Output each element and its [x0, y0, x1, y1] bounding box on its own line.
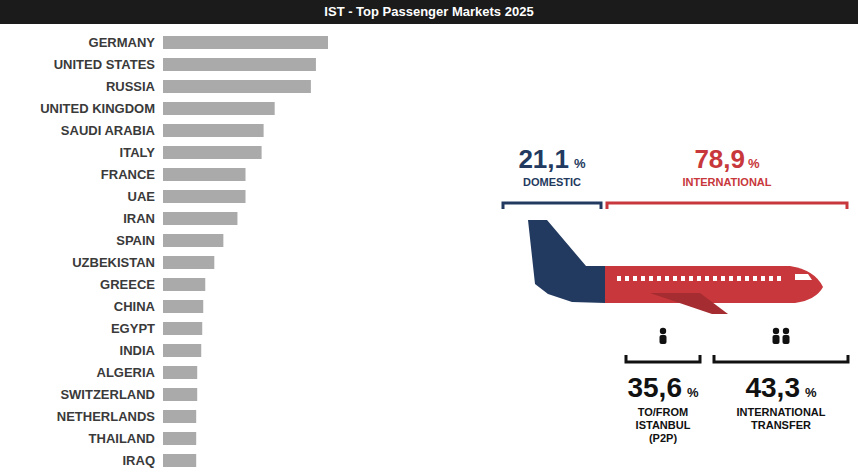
svg-text:UZBEKISTAN: UZBEKISTAN [72, 255, 155, 270]
svg-text:(P2P): (P2P) [649, 432, 677, 444]
svg-text:SPAIN: SPAIN [116, 233, 155, 248]
html-text:IST - Top Passenger Markets 20: IST - Top Passenger Markets 2025 [324, 4, 534, 19]
svg-text:IRAN: IRAN [123, 211, 155, 226]
svg-text:INTERNATIONAL: INTERNATIONAL [736, 406, 825, 418]
svg-text:CHINA: CHINA [114, 299, 156, 314]
svg-text:UNITED KINGDOM: UNITED KINGDOM [40, 101, 155, 116]
svg-text:IRAQ: IRAQ [123, 453, 156, 468]
svg-text:GERMANY: GERMANY [89, 35, 156, 50]
svg-text:21,1%: 21,1% [518, 144, 586, 174]
svg-text:INDIA: INDIA [120, 343, 156, 358]
svg-text:THAILAND: THAILAND [89, 431, 155, 446]
svg-text:35,6%: 35,6% [627, 372, 699, 403]
svg-text:TRANSFER: TRANSFER [751, 419, 811, 431]
svg-text:43,3%: 43,3% [745, 372, 817, 403]
svg-text:EGYPT: EGYPT [111, 321, 155, 336]
svg-text:TO/FROM: TO/FROM [638, 406, 689, 418]
svg-text:UNITED STATES: UNITED STATES [54, 57, 156, 72]
svg-text:78,9%: 78,9% [694, 144, 760, 174]
svg-text:SAUDI ARABIA: SAUDI ARABIA [61, 123, 156, 138]
svg-text:UAE: UAE [128, 189, 156, 204]
svg-text:ISTANBUL: ISTANBUL [636, 419, 691, 431]
svg-text:ITALY: ITALY [120, 145, 156, 160]
svg-text:RUSSIA: RUSSIA [106, 79, 156, 94]
svg-text:FRANCE: FRANCE [101, 167, 155, 182]
svg-text:DOMESTIC: DOMESTIC [523, 176, 581, 188]
svg-text:GREECE: GREECE [100, 277, 155, 292]
svg-text:INTERNATIONAL: INTERNATIONAL [682, 176, 771, 188]
svg-text:NETHERLANDS: NETHERLANDS [57, 409, 156, 424]
svg-text:SWITZERLAND: SWITZERLAND [60, 387, 155, 402]
svg-text:ALGERIA: ALGERIA [97, 365, 156, 380]
